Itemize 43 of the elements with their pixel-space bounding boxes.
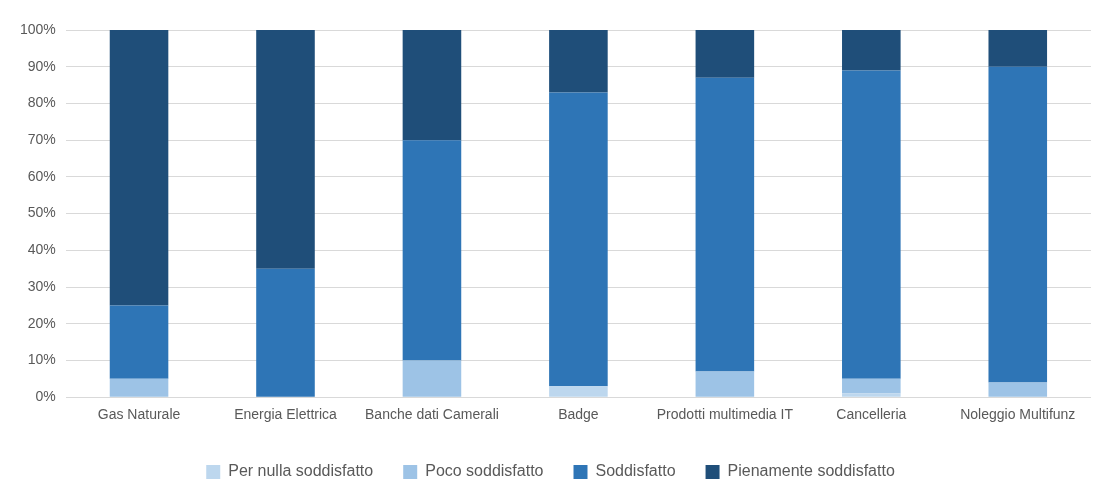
x-tick-label: Badge xyxy=(558,406,599,423)
y-tick-label: 30% xyxy=(27,277,56,294)
y-tick-label: 80% xyxy=(27,94,56,111)
x-tick-label: Energia Elettrica xyxy=(234,406,338,423)
bar xyxy=(549,30,608,93)
x-tick-label: Gas Naturale xyxy=(97,406,181,423)
bar xyxy=(109,378,169,397)
bar xyxy=(842,393,901,397)
y-tick-label: 20% xyxy=(27,314,56,331)
y-tick-label: 0% xyxy=(35,388,56,405)
y-tick-label: 90% xyxy=(27,57,56,74)
x-tick-label: Noleggio Multifunz xyxy=(960,406,1076,423)
bar xyxy=(402,360,462,397)
bar xyxy=(109,30,169,306)
y-tick-label: 50% xyxy=(27,204,56,221)
bar xyxy=(549,386,608,397)
bar xyxy=(842,378,901,394)
bar xyxy=(988,30,1048,67)
bar xyxy=(695,371,755,397)
legend-label: Poco soddisfatto xyxy=(425,462,544,480)
x-tick-label: Cancelleria xyxy=(836,406,907,423)
y-tick-label: 40% xyxy=(27,241,56,258)
bar xyxy=(256,268,315,397)
bar xyxy=(988,66,1048,383)
bar xyxy=(402,140,462,361)
bar xyxy=(695,30,755,78)
bar xyxy=(402,30,462,141)
y-tick-label: 10% xyxy=(27,351,56,368)
x-tick-label: Prodotti multimedia IT xyxy=(656,406,794,423)
legend-label: Per nulla soddisfatto xyxy=(228,462,374,480)
bar xyxy=(842,30,901,71)
x-tick-label: Banche dati Camerali xyxy=(365,406,499,423)
y-tick-label: 70% xyxy=(27,131,56,148)
legend-label: Pienamente soddisfatto xyxy=(727,462,895,480)
bar xyxy=(988,382,1048,397)
bar xyxy=(695,77,755,372)
y-tick-label: 60% xyxy=(27,167,56,184)
bar xyxy=(109,305,169,379)
legend-label: Soddisfatto xyxy=(595,462,676,480)
bar xyxy=(549,92,608,387)
bar xyxy=(842,70,901,379)
bar xyxy=(256,30,315,269)
y-tick-label: 100% xyxy=(19,20,56,37)
